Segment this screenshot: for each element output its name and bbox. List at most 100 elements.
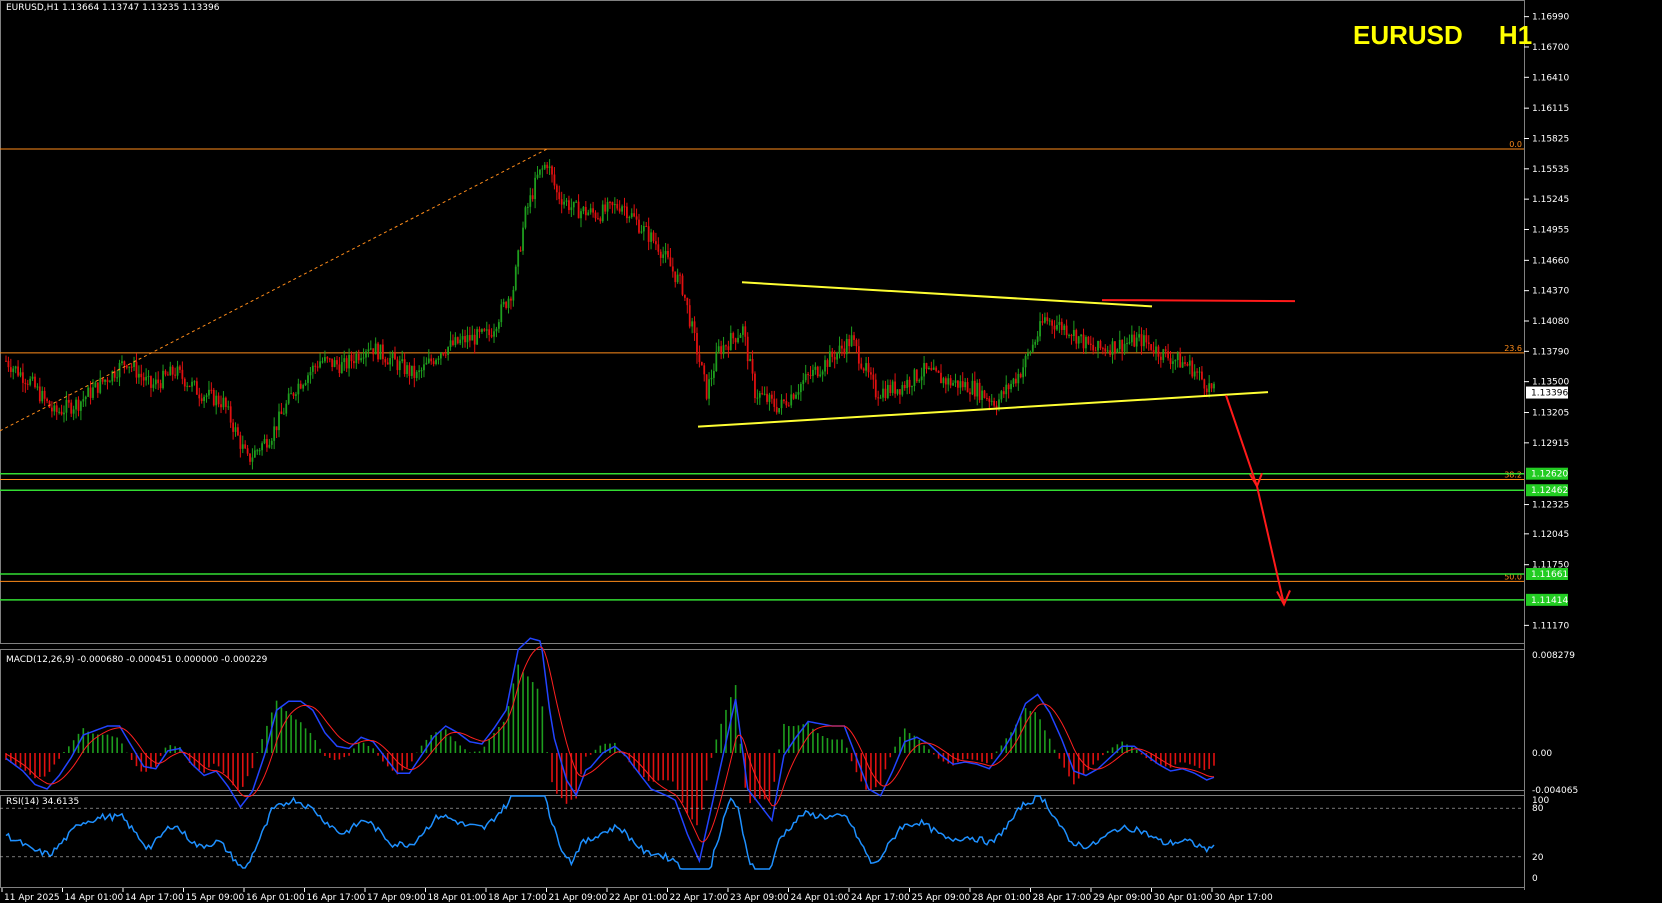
candle-body: [406, 365, 408, 375]
price-axis-label: 1.11170: [1532, 621, 1569, 631]
candle-body: [256, 450, 259, 452]
candle-body: [246, 448, 249, 454]
candle-body: [652, 232, 655, 242]
candle-body: [145, 376, 148, 381]
candle-body: [297, 383, 300, 395]
candle-body: [439, 352, 442, 359]
candle-body: [865, 363, 867, 371]
price-axis-label: 1.16115: [1532, 104, 1569, 114]
candle-body: [698, 354, 701, 362]
candle-body: [925, 363, 928, 369]
candle-body: [526, 206, 529, 208]
candle-body: [133, 361, 135, 367]
candle-body: [333, 360, 336, 367]
candle-body: [1123, 343, 1126, 352]
candle-body: [415, 372, 418, 378]
candle-body: [87, 387, 90, 397]
candle-body: [1157, 346, 1160, 357]
candle-body: [502, 301, 505, 305]
candle-body: [336, 360, 338, 365]
candle-body: [855, 339, 858, 347]
candle-body: [860, 363, 863, 369]
candle-body: [787, 405, 790, 407]
candle-body: [937, 370, 940, 373]
candle-body: [41, 390, 44, 402]
candle-body: [478, 329, 481, 332]
candle-body: [630, 213, 633, 218]
candle-body: [118, 363, 121, 378]
fib-level-label: 0.0: [1509, 140, 1522, 149]
candle-body: [1150, 344, 1153, 350]
candle-body: [1099, 340, 1102, 349]
candle-body: [1094, 350, 1097, 352]
candle-body: [60, 411, 63, 415]
candle-body: [756, 397, 759, 399]
candle-body: [1172, 361, 1174, 364]
candle-body: [96, 382, 99, 393]
candle-body: [821, 371, 824, 375]
candle-body: [995, 405, 998, 410]
candle-body: [671, 266, 674, 272]
time-axis-label: 30 Apr 17:00: [1214, 893, 1273, 903]
candle-body: [1048, 320, 1051, 322]
candle-body: [558, 192, 561, 200]
price-axis-label: 1.14080: [1532, 317, 1569, 327]
support-price-box: [1526, 593, 1568, 606]
candle-body: [555, 185, 558, 193]
candle-body: [918, 380, 921, 382]
time-axis-label: 23 Apr 09:00: [730, 893, 789, 903]
candle-body: [430, 358, 433, 362]
candle-body: [447, 346, 450, 355]
candle-body: [1080, 334, 1083, 337]
candle-body: [227, 406, 230, 408]
candle-body: [1000, 391, 1003, 400]
candle-body: [188, 385, 191, 387]
candle-body: [848, 338, 851, 347]
candle-body: [613, 203, 616, 206]
candle-body: [22, 372, 24, 383]
candle-body: [1201, 371, 1203, 380]
candle-body: [954, 380, 957, 383]
candle-body: [67, 399, 70, 403]
candle-body: [505, 301, 508, 308]
candle-body: [959, 381, 962, 388]
candle-body: [1111, 341, 1114, 355]
macd-signal-line: [5, 646, 1215, 843]
candle-body: [391, 353, 394, 359]
candle-body: [116, 377, 119, 379]
candle-body: [611, 202, 614, 206]
rsi-axis-label: 80: [1532, 804, 1544, 814]
candle-body: [481, 329, 483, 332]
candle-body: [270, 440, 273, 445]
candle-body: [12, 368, 15, 372]
candle-body: [302, 385, 305, 389]
candle-body: [1010, 383, 1012, 390]
price-axis-label: 1.14955: [1532, 225, 1569, 235]
candle-body: [449, 340, 452, 347]
support-price-box: [1526, 568, 1568, 581]
support-price-label: 1.11661: [1531, 570, 1568, 580]
candle-body: [920, 376, 923, 381]
candle-body: [1169, 358, 1172, 364]
candle-body: [65, 399, 68, 413]
candle-body: [75, 399, 77, 410]
candle-body: [106, 379, 109, 382]
macd-panel-frame: [0, 649, 1525, 791]
candle-body: [828, 351, 831, 367]
candle-body: [621, 206, 623, 212]
candle-body: [444, 354, 447, 356]
candle-body: [727, 346, 730, 351]
candle-body: [795, 394, 797, 399]
candle-body: [452, 340, 454, 346]
price-axis-label: 1.11750: [1532, 561, 1569, 571]
candle-body: [63, 412, 65, 415]
time-axis-label: 18 Apr 01:00: [428, 893, 487, 903]
candle-body: [46, 398, 48, 402]
candle-body: [715, 351, 718, 372]
candle-body: [635, 216, 638, 220]
candle-body: [944, 378, 947, 385]
current-price-label: 1.13396: [1531, 389, 1568, 399]
candle-body: [534, 177, 537, 200]
candle-body: [717, 346, 720, 352]
candle-body: [969, 392, 971, 395]
